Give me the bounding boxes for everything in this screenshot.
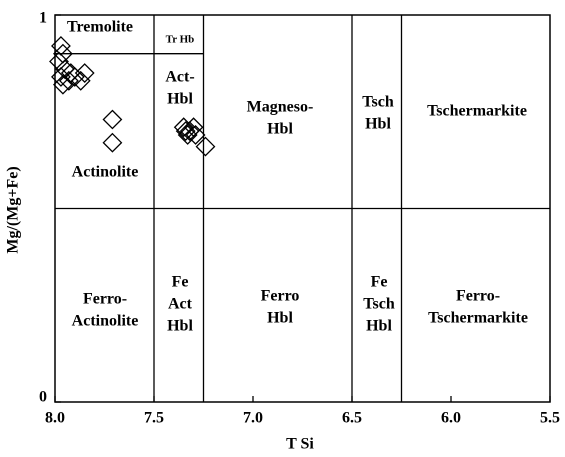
data-point [179,121,200,142]
y-tick-label: 0 [39,389,47,406]
field-label: Fe [172,274,189,291]
field-label: Tschermarkite [428,310,528,327]
field-label: Hbl [366,318,392,335]
x-tick-label: 8.0 [45,410,65,427]
x-tick-label: 6.5 [342,410,362,427]
field-label: Ferro- [456,288,500,305]
field-label: Tschermarkite [427,103,527,120]
y-axis-label: Mg/(Mg+Fe) [5,166,22,253]
field-label: Magneso- [247,99,314,116]
field-label: Tremolite [67,19,133,36]
data-point [102,132,123,153]
data-point [195,136,216,157]
field-label: Actinolite [72,164,139,181]
field-label: Hbl [167,91,193,108]
field-label: Hbl [167,318,193,335]
field-label: Actinolite [72,313,139,330]
x-tick-label: 7.0 [243,410,263,427]
data-point [102,109,123,130]
field-label: Hbl [267,310,293,327]
x-axis-label: T Si [286,436,314,453]
data-point [70,70,91,91]
x-tick-label: 5.5 [540,410,560,427]
data-point [185,125,206,145]
x-tick-label: 7.5 [144,410,164,427]
field-label: Ferro [261,288,300,305]
field-label: Fe [371,274,388,291]
data-point [74,63,95,83]
data-point [64,67,85,87]
field-label: Act- [165,69,194,86]
data-point [177,125,198,145]
data-point [183,117,204,138]
data-point [173,117,194,138]
field-label: Hbl [365,116,391,133]
field-label: Hbl [267,121,293,138]
field-label: Act [168,296,193,313]
x-tick-label: 6.0 [441,410,461,427]
field-label: Tr Hb [166,34,195,46]
field-label: Tsch [362,94,394,111]
field-label: Ferro- [83,291,127,308]
data-point [53,74,73,95]
field-label: Tsch [363,296,395,313]
y-tick-label: 1 [39,10,47,27]
